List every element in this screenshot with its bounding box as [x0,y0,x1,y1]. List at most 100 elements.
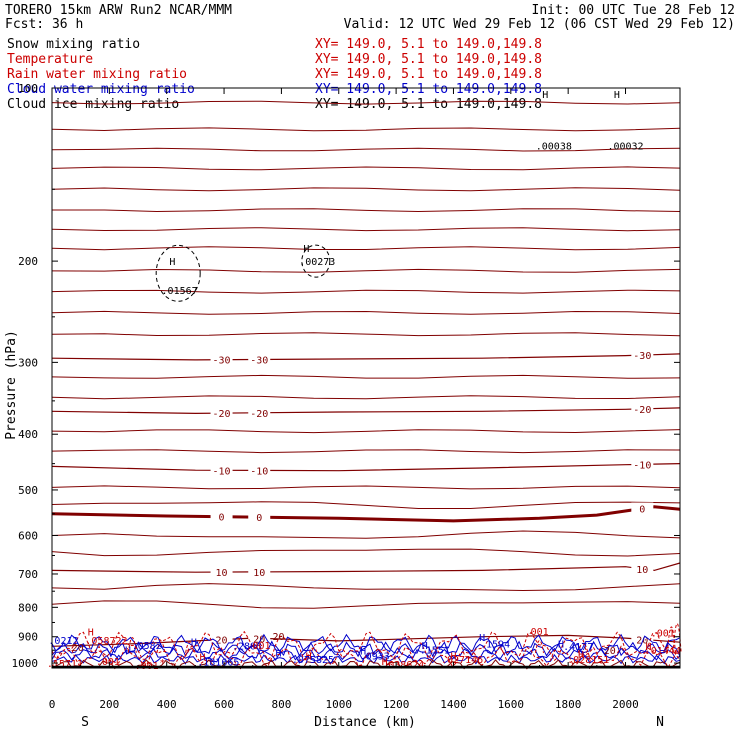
isotherm-line [51,548,681,557]
max-value-label: .4177 [563,642,593,653]
max-value-label: .027146 [441,655,483,666]
max-marker: H [422,641,428,652]
x-tick-label-600: 600 [214,698,234,711]
x-tick-label-0: 0 [49,698,56,711]
x-axis: 0 200 400 600 800 1000 1200 1400 1600 1800 2000 [49,88,655,711]
temperature-contour--20 [51,407,681,415]
contour-label-bg [210,633,233,646]
isotherm-line [52,208,681,213]
contour-label-0: 0 [219,513,225,524]
max-marker: H [303,244,309,255]
isotherm-line [51,227,681,232]
rain-spike [578,642,587,653]
max-value-label: .001 [525,627,549,638]
temperature-contour--30 [51,353,681,361]
x-tick-label-400: 400 [157,698,177,711]
contour-label-bg [210,407,233,420]
max-value-label: .075825 [292,655,334,666]
contour-label--30: -30 [213,356,231,367]
contour-label-bg [210,510,233,523]
max-value-label: .15711 [47,659,83,670]
legend-cloud-ice-xy: XY= 149.0, 5.1 to 149.0,149.8 [315,97,542,112]
cloud-ice-contour [301,244,331,278]
max-marker: H [276,648,282,659]
legend: Snow mixing ratio XY= 149.0, 5.1 to 149.… [7,37,542,112]
max-value-label: .181665 [197,658,239,669]
max-value-label: U [125,645,131,656]
y-tick-label-800: 800 [18,601,38,614]
contour-label-bg [248,406,271,419]
cloud-water-contour [51,640,681,658]
max-marker: H [200,653,206,664]
cloud-ice-contour [155,244,201,302]
contour-label-bg [248,511,271,524]
max-value-label: .00273 [299,257,335,268]
contour-label-10: 10 [253,568,265,579]
legend-cloud-water-label: Cloud water mixing ratio [7,82,195,97]
isotherm-line [51,449,681,454]
max-value-label: .028151 [567,655,609,666]
isotherm-line [51,485,681,490]
legend-snow-xy: XY= 149.0, 5.1 to 149.0,149.8 [315,37,542,52]
x-tick-label-1800: 1800 [555,698,582,711]
max-marker: H [306,651,312,662]
temperature-contours: -30 -30 -30 -20 -20 -20 -10 -10 -10 0 0 0 10 10 10 20 20… [51,349,681,647]
x-tick-label-800: 800 [271,698,291,711]
contour-label-bg [248,464,271,477]
max-value-label: .038624 [382,660,424,671]
max-marker: H [558,640,564,651]
rain-spike [127,637,137,653]
isotherm-line [51,127,681,132]
max-value-label: .01567 [162,286,198,297]
contour-label--10: -10 [213,466,231,477]
isotherm-line [51,600,681,609]
contour-label--20: -20 [250,409,268,420]
rain-spike [666,626,676,653]
isotherm-line [51,374,681,379]
isotherm-line [51,246,681,251]
x-tick-label-1200: 1200 [383,698,410,711]
contour-label--30: -30 [250,355,268,366]
max-value-label: .01444 [645,646,681,657]
contour-label--30: -30 [633,351,651,362]
isotherm-line [51,530,681,539]
max-value-label: .00038 [536,142,572,153]
max-value-label: * [159,658,165,669]
contour-label-0: 0 [639,505,645,516]
max-value-label: .0933 [360,652,390,663]
isotherm-line [51,429,681,434]
legend-rain-xy: XY= 149.0, 5.1 to 149.0,149.8 [315,67,542,82]
isotherm-line [51,583,681,592]
max-value-label: .1594 [480,640,510,651]
cloud-water-contour [51,647,681,661]
x-axis-label: Distance (km) [314,715,416,730]
y-tick-label-300: 300 [18,356,38,369]
y-tick-label-900: 900 [18,631,38,644]
max-marker: H [645,642,651,653]
x-tick-label-2000: 2000 [612,698,639,711]
contour-label-bg [248,565,271,578]
max-marker: H [578,650,584,661]
isotherm-line [51,166,681,171]
y-tick-label-200: 200 [18,255,38,268]
max-value-label: 20 [273,632,285,643]
temperature-contour-0 [51,505,681,523]
contour-label-0: 0 [256,513,262,524]
max-value-label: .0582 [132,641,162,652]
isotherm-line [51,268,681,273]
max-value-label: .058722 [85,636,127,647]
max-value-label: .2803 [232,642,262,653]
contour-label--20: -20 [213,409,231,420]
contour-label-bg [248,353,271,366]
isotherm-line [51,289,681,294]
contour-label-20: 20 [253,634,265,645]
y-tick-label-700: 700 [18,568,38,581]
model-title: TORERO 15km ARW Run2 NCAR/MMM [5,3,232,18]
legend-temperature-xy: XY= 149.0, 5.1 to 149.0,149.8 [315,52,542,67]
max-marker: H [614,90,620,101]
valid-time: Valid: 12 UTC Wed 29 Feb 12 (06 CST Wed … [344,17,735,32]
temperature-contour-10 [51,562,681,573]
x-tick-label-200: 200 [99,698,119,711]
